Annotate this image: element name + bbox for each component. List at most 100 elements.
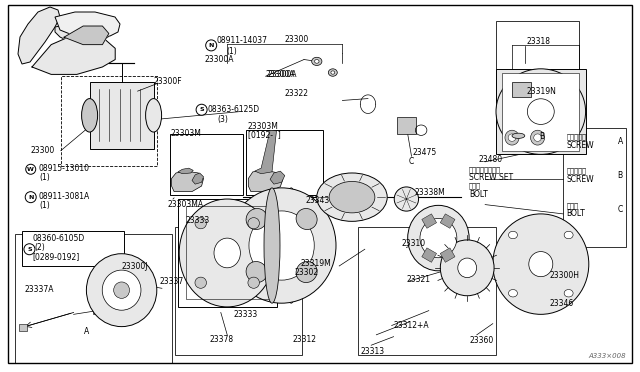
Bar — [502, 73, 579, 151]
Polygon shape — [192, 173, 204, 184]
Bar — [178, 199, 277, 307]
Bar — [170, 134, 243, 195]
Ellipse shape — [196, 104, 207, 115]
Ellipse shape — [509, 289, 518, 297]
Text: 23300: 23300 — [30, 146, 54, 155]
Text: 23480: 23480 — [479, 155, 503, 164]
Text: ボルト: ボルト — [469, 183, 481, 189]
Ellipse shape — [505, 130, 519, 145]
Bar — [246, 130, 323, 195]
Text: 23312+A: 23312+A — [394, 321, 429, 330]
Text: 08911-14037: 08911-14037 — [216, 36, 268, 45]
Ellipse shape — [531, 130, 545, 145]
Ellipse shape — [26, 164, 36, 174]
Text: 08911-3081A: 08911-3081A — [38, 192, 90, 201]
Bar — [422, 214, 436, 228]
Text: N: N — [209, 43, 214, 48]
Bar — [397, 117, 416, 134]
Ellipse shape — [246, 208, 267, 230]
Text: 23300A: 23300A — [268, 70, 297, 79]
Text: (3): (3) — [218, 115, 228, 124]
Text: S: S — [199, 107, 204, 112]
Ellipse shape — [296, 262, 317, 283]
Ellipse shape — [529, 251, 553, 277]
Text: 23313: 23313 — [360, 347, 385, 356]
Text: 23337A: 23337A — [24, 285, 54, 294]
Text: [0192-  ]: [0192- ] — [248, 130, 280, 139]
Bar — [422, 248, 436, 262]
Text: 23312: 23312 — [292, 335, 317, 344]
Ellipse shape — [458, 258, 477, 278]
Ellipse shape — [246, 262, 267, 283]
Ellipse shape — [24, 244, 35, 255]
Text: N: N — [28, 195, 33, 200]
Text: (2): (2) — [35, 243, 45, 252]
Text: 23338M: 23338M — [415, 188, 445, 197]
Text: 23300A: 23300A — [266, 70, 295, 79]
Ellipse shape — [312, 57, 322, 65]
Polygon shape — [255, 130, 276, 174]
Bar — [93, 306, 102, 314]
Text: 23319M: 23319M — [301, 259, 332, 268]
Ellipse shape — [534, 134, 541, 141]
Text: 08363-6125D: 08363-6125D — [207, 105, 259, 114]
Ellipse shape — [493, 214, 589, 314]
Text: 23300F: 23300F — [154, 77, 182, 86]
Text: 23303M: 23303M — [170, 129, 201, 138]
Text: C: C — [408, 157, 413, 166]
Text: SCREW: SCREW — [566, 175, 594, 184]
Ellipse shape — [179, 199, 275, 307]
Bar — [496, 21, 579, 90]
Bar — [22, 231, 124, 266]
Ellipse shape — [248, 218, 259, 229]
Text: 23322: 23322 — [285, 89, 308, 97]
Polygon shape — [55, 12, 120, 38]
Ellipse shape — [564, 231, 573, 239]
Ellipse shape — [564, 289, 573, 297]
Ellipse shape — [512, 133, 525, 138]
Ellipse shape — [394, 187, 419, 211]
Text: 23319N: 23319N — [527, 87, 557, 96]
Ellipse shape — [102, 270, 141, 310]
Text: 23300J: 23300J — [122, 262, 148, 271]
Ellipse shape — [214, 238, 241, 268]
Text: 23310: 23310 — [402, 239, 426, 248]
Ellipse shape — [331, 71, 335, 74]
Text: 23475: 23475 — [413, 148, 437, 157]
Ellipse shape — [264, 188, 280, 303]
Bar — [175, 227, 302, 355]
Ellipse shape — [329, 182, 375, 213]
Text: スクリュー: スクリュー — [566, 168, 586, 174]
Ellipse shape — [440, 240, 494, 296]
Text: 23300H: 23300H — [549, 271, 579, 280]
Bar — [440, 248, 455, 262]
Text: 23300: 23300 — [285, 35, 309, 44]
Text: 23303MA: 23303MA — [168, 200, 204, 209]
Ellipse shape — [496, 69, 586, 154]
Bar — [563, 128, 626, 247]
Ellipse shape — [195, 277, 207, 288]
Ellipse shape — [328, 69, 337, 76]
Text: 23360: 23360 — [469, 336, 493, 344]
Ellipse shape — [205, 40, 217, 51]
Bar — [90, 82, 154, 149]
Ellipse shape — [527, 99, 554, 125]
Text: W: W — [28, 167, 34, 172]
Text: BOLT: BOLT — [566, 209, 585, 218]
Polygon shape — [178, 168, 193, 174]
Text: スクリュー: スクリュー — [566, 134, 586, 140]
Text: 23303M: 23303M — [248, 122, 278, 131]
Ellipse shape — [283, 188, 300, 303]
Polygon shape — [64, 26, 109, 45]
Polygon shape — [172, 171, 204, 192]
Text: 23302: 23302 — [294, 268, 319, 277]
Ellipse shape — [508, 134, 516, 141]
Text: 23333: 23333 — [186, 216, 210, 225]
Text: BOLT: BOLT — [469, 190, 488, 199]
Text: B: B — [539, 132, 544, 141]
Text: SCREW: SCREW — [566, 141, 594, 150]
Bar — [19, 324, 27, 331]
Bar — [512, 82, 531, 97]
Text: A: A — [618, 137, 623, 146]
Text: B: B — [618, 171, 623, 180]
